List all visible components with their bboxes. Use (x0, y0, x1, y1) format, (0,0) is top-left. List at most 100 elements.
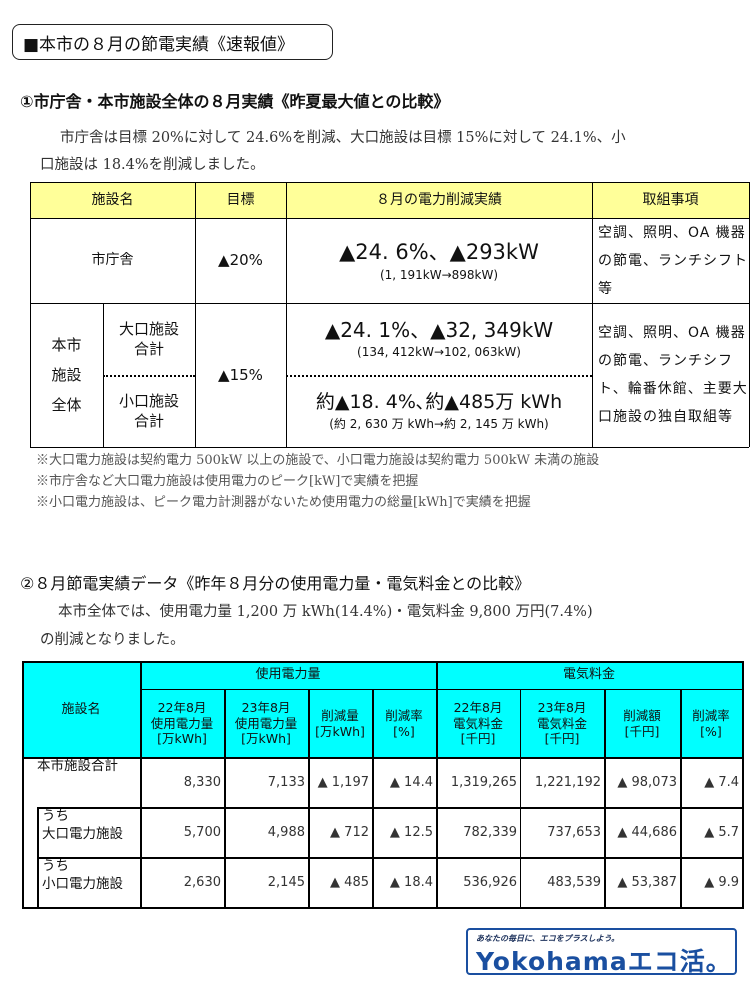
table-cell: ▲ 44,686 (617, 825, 677, 841)
section2-intro-line2: の削減となりました。 (40, 632, 185, 648)
table-cell: 2,630 (183, 875, 221, 891)
table-cell: ▲ 1,197 (317, 775, 369, 791)
name-line: 小口施設 (118, 391, 179, 410)
table-border (22, 907, 742, 909)
logo-tagline: あなたの毎日に、エコをプラスしよう。 (476, 934, 620, 943)
th-sub: 削減額 [千円] (604, 689, 680, 758)
th-sub-line: 削減率 (385, 707, 423, 723)
th-result: ８月の電力削減実績 (376, 191, 502, 208)
table-cell: ▲ 5.7 (704, 825, 739, 841)
table-cell: 5,700 (183, 825, 221, 841)
table-border (30, 218, 749, 219)
dotted-divider (103, 375, 195, 377)
table-cell: 782,339 (463, 825, 517, 841)
th-sub: 削減率 [%] (680, 689, 742, 758)
row-name: 本市施設合計 (22, 758, 140, 808)
small-facility-name: 小口施設 合計 (103, 375, 195, 447)
th-power-usage: 使用電力量 (255, 667, 321, 683)
city-hall-result-detail: (1, 191kW→898kW) (379, 267, 499, 282)
th-sub-line: 22年8月 (157, 700, 207, 716)
th-sub-line: 使用電力量 (234, 715, 298, 731)
table-border (22, 757, 742, 759)
table-border (30, 303, 749, 304)
section2-heading: ②８月節電実績データ《昨年８月分の使用電力量・電気料金との比較》 (20, 574, 531, 593)
th-sub-line: 23年8月 (537, 700, 587, 716)
section2-intro-line1: 本市全体では、使用電力量 1,200 万 kWh(14.4%)・電気料金 9,8… (58, 604, 593, 620)
table-cell: 1,221,192 (534, 775, 601, 791)
th-sub-line: [万kWh] (241, 731, 291, 747)
table-cell: 737,653 (547, 825, 601, 841)
th-sub-line: [万kWh] (157, 731, 207, 747)
table-border (30, 182, 749, 183)
row-name: うち 大口電力施設 (37, 808, 140, 858)
table-border (140, 661, 142, 909)
table-border (749, 182, 750, 447)
row-name-line: うち (42, 858, 69, 874)
table-border (592, 182, 593, 447)
group-label-line: 施設 (51, 366, 82, 384)
th-sub-line: [%] (393, 723, 415, 739)
table-cell: ▲ 53,387 (617, 875, 677, 891)
dotted-divider (286, 375, 592, 377)
section1-intro-line2: 口施設は 18.4%を削減しました。 (40, 157, 265, 173)
th-sub-line: 削減量 (321, 707, 359, 723)
group-label: 本市 施設 全体 (30, 303, 103, 447)
table-cell: 4,988 (267, 825, 305, 841)
large-facility-name: 大口施設 合計 (103, 303, 195, 375)
table-border (37, 807, 39, 909)
page-title: ■本市の８月の節電実績《速報値》 (23, 34, 295, 55)
th-sub-line: [万kWh] (315, 723, 365, 739)
table-border (436, 661, 438, 909)
table-border (37, 857, 742, 859)
row-name-line: うち (42, 808, 69, 824)
th-sub-line: 削減額 (623, 707, 661, 723)
city-hall-name: 市庁舎 (91, 252, 134, 269)
small-result-main: 約▲18. 4%､約▲485万 kWh (315, 391, 563, 414)
th-sub: 22年8月 使用電力量 [万kWh] (140, 689, 224, 758)
th-sub-line: [千円] (544, 731, 580, 747)
table-border (22, 661, 742, 663)
row-name-line: 本市施設合計 (37, 758, 118, 774)
table-border (195, 182, 196, 447)
th-facility: 施設名 (91, 191, 134, 208)
th-sub-line: 削減率 (692, 707, 730, 723)
group-label-line: 全体 (51, 396, 82, 414)
th-electricity-fee: 電気料金 (562, 667, 615, 683)
th-sub: 削減率 [%] (372, 689, 436, 758)
table-cell: ▲ 7.4 (704, 775, 739, 791)
table-border (604, 689, 606, 909)
name-line: 合計 (133, 412, 164, 430)
city-hall-result-main: ▲24. 6%、▲293kW (339, 240, 539, 265)
table-border (742, 661, 744, 909)
table-border (286, 182, 287, 447)
th-sub-line: 電気料金 (452, 715, 503, 731)
th-sub-line: [千円] (624, 723, 660, 739)
table-cell: 1,319,265 (450, 775, 517, 791)
th-sub: 22年8月 電気料金 [千円] (436, 689, 520, 758)
group-actions: 空調、照明、OA 機器の節電、ランチシフト、輪番休館、主要大口施設の独自取組等 (598, 325, 748, 425)
table-border (224, 689, 226, 909)
notes: ※大口電力施設は契約電力 500kW 以上の施設で、小口電力施設は契約電力 50… (36, 450, 599, 513)
table-border (22, 661, 24, 909)
table-border (372, 689, 374, 909)
table-border (37, 807, 742, 809)
th-sub: 23年8月 電気料金 [千円] (520, 689, 604, 758)
note: ※小口電力施設は、ピーク電力計測器がないため使用電力の総量[kWh]で実績を把握 (36, 495, 531, 510)
table-cell: ▲ 18.4 (389, 875, 433, 891)
large-result: ▲24. 1%、▲32, 349kW (134, 412kW→102, 063k… (286, 303, 592, 375)
row-name-line: 大口電力施設 (42, 825, 123, 842)
row-name-line: 小口電力施設 (42, 875, 123, 892)
large-result-main: ▲24. 1%、▲32, 349kW (324, 318, 554, 343)
note: ※市庁舎など大口電力施設は使用電力のピーク[kW]で実績を把握 (36, 474, 419, 489)
group-label-line: 本市 (51, 336, 82, 354)
small-result-detail: (約 2, 630 万 kWh→約 2, 145 万 kWh) (329, 416, 549, 431)
table-cell: ▲ 9.9 (704, 875, 739, 891)
logo-text: Yokohamaエコ活。 (476, 947, 732, 976)
name-line: 大口施設 (118, 319, 179, 338)
th-actions: 取組事項 (642, 191, 699, 208)
th-sub-line: 使用電力量 (150, 715, 214, 731)
group-target: ▲15% (218, 365, 263, 384)
small-result: 約▲18. 4%､約▲485万 kWh (約 2, 630 万 kWh→約 2,… (286, 375, 592, 447)
th-sub: 23年8月 使用電力量 [万kWh] (224, 689, 308, 758)
